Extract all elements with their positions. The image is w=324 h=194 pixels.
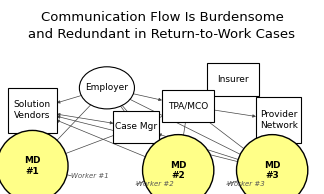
Ellipse shape <box>0 130 68 194</box>
Text: Worker #2: Worker #2 <box>136 181 174 187</box>
Text: Solution
Vendors: Solution Vendors <box>14 100 51 120</box>
Bar <box>162 90 214 122</box>
Text: MD
#1: MD #1 <box>24 156 40 176</box>
Text: Insurer: Insurer <box>217 75 249 84</box>
Text: MD
#2: MD #2 <box>170 161 186 180</box>
Text: TPA/MCO: TPA/MCO <box>168 101 208 111</box>
Bar <box>113 111 159 143</box>
Text: Worker #1: Worker #1 <box>71 173 109 179</box>
Text: Worker #3: Worker #3 <box>227 181 265 187</box>
Text: Communication Flow Is Burdensome
and Redundant in Return-to-Work Cases: Communication Flow Is Burdensome and Red… <box>29 11 295 41</box>
Ellipse shape <box>143 135 214 194</box>
Text: Employer: Employer <box>86 83 128 92</box>
Ellipse shape <box>237 135 308 194</box>
Text: MD
#3: MD #3 <box>264 161 280 180</box>
Text: Case Mgr: Case Mgr <box>115 122 157 132</box>
Ellipse shape <box>79 67 134 109</box>
Text: Provider
Network: Provider Network <box>260 110 297 130</box>
Bar <box>256 97 301 143</box>
Bar <box>207 63 259 96</box>
Bar <box>8 87 57 133</box>
